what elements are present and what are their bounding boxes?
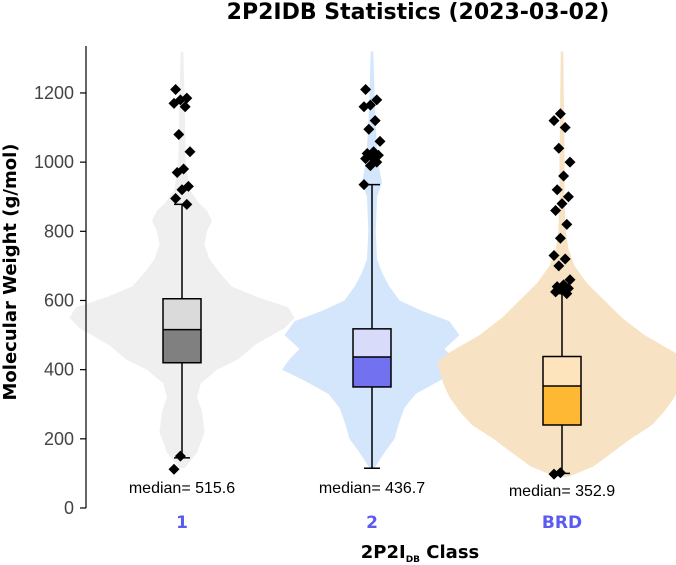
x-axis-label: 2P2IDB Class bbox=[361, 542, 480, 565]
y-tick-label: 800 bbox=[44, 221, 74, 241]
plot-area: median= 515.6 median= 436.7 median= 352.9 bbox=[69, 51, 676, 500]
outlier-point bbox=[553, 142, 565, 154]
outlier-point bbox=[369, 115, 381, 127]
outlier-point bbox=[184, 146, 196, 158]
outlier-point bbox=[558, 279, 570, 291]
outlier-point bbox=[374, 135, 386, 147]
box-lower-half bbox=[353, 356, 391, 387]
outlier-point bbox=[561, 218, 573, 230]
box-upper-half bbox=[353, 328, 391, 357]
outlier-point bbox=[360, 84, 372, 96]
box-lower-half bbox=[543, 385, 581, 425]
y-tick-label: 400 bbox=[44, 360, 74, 380]
outlier-point bbox=[371, 94, 383, 106]
outlier-point bbox=[173, 128, 185, 140]
outlier-point bbox=[551, 184, 563, 196]
x-tick-label: 1 bbox=[176, 513, 188, 533]
y-tick-label: 600 bbox=[44, 290, 74, 310]
outlier-point bbox=[178, 163, 190, 175]
x-axis-ticks: 1 2 BRD bbox=[176, 513, 582, 533]
outlier-point bbox=[170, 192, 182, 204]
x-axis-label-subscript: DB bbox=[406, 555, 420, 565]
outlier-point bbox=[170, 84, 182, 96]
outlier-point bbox=[363, 123, 375, 135]
outlier-point bbox=[558, 170, 570, 182]
outlier-point bbox=[554, 108, 566, 120]
box-outline bbox=[352, 328, 392, 388]
outlier-point bbox=[358, 179, 370, 191]
box-upper-half bbox=[543, 356, 581, 386]
x-tick-label: 2 bbox=[366, 513, 378, 533]
outlier-point bbox=[556, 198, 568, 210]
outlier-point bbox=[550, 205, 562, 217]
outlier-point bbox=[368, 146, 380, 158]
median-label: median= 352.9 bbox=[509, 483, 615, 500]
outlier-point bbox=[564, 156, 576, 168]
outlier-point bbox=[364, 99, 376, 111]
outlier-point bbox=[553, 260, 565, 272]
chart-title: 2P2IDB Statistics (2023-03-02) bbox=[227, 0, 610, 25]
outlier-point bbox=[548, 115, 560, 127]
outlier-point bbox=[559, 253, 571, 265]
outlier-point bbox=[174, 450, 186, 462]
outlier-point bbox=[559, 122, 571, 134]
outlier-point bbox=[564, 274, 576, 286]
y-tick-label: 0 bbox=[64, 498, 74, 518]
y-tick-label: 1000 bbox=[34, 152, 74, 172]
outlier-point bbox=[179, 101, 191, 113]
x-tick-label: BRD bbox=[542, 513, 582, 533]
outlier-point bbox=[562, 191, 574, 203]
box-outline bbox=[542, 355, 582, 426]
median-label: median= 515.6 bbox=[129, 480, 235, 497]
median-label: median= 436.7 bbox=[319, 480, 425, 497]
y-axis-label: Molecular Weight (g/mol) bbox=[0, 144, 21, 401]
outlier-point bbox=[554, 232, 566, 244]
outlier-point bbox=[181, 198, 193, 210]
outlier-point bbox=[182, 180, 194, 192]
x-axis-label-main: 2P2I bbox=[361, 542, 406, 563]
box-lower-half bbox=[163, 329, 201, 363]
outlier-point bbox=[168, 463, 180, 475]
outlier-point bbox=[181, 92, 193, 104]
box-outline bbox=[162, 298, 202, 364]
box-upper-half bbox=[163, 298, 201, 330]
y-tick-label: 1200 bbox=[34, 83, 74, 103]
y-axis-ticks: 0 200 400 600 800 1000 1200 bbox=[34, 83, 86, 518]
outlier-point bbox=[554, 467, 566, 479]
outlier-point bbox=[548, 250, 560, 262]
x-axis-label-tail: Class bbox=[420, 542, 479, 563]
y-tick-label: 200 bbox=[44, 429, 74, 449]
